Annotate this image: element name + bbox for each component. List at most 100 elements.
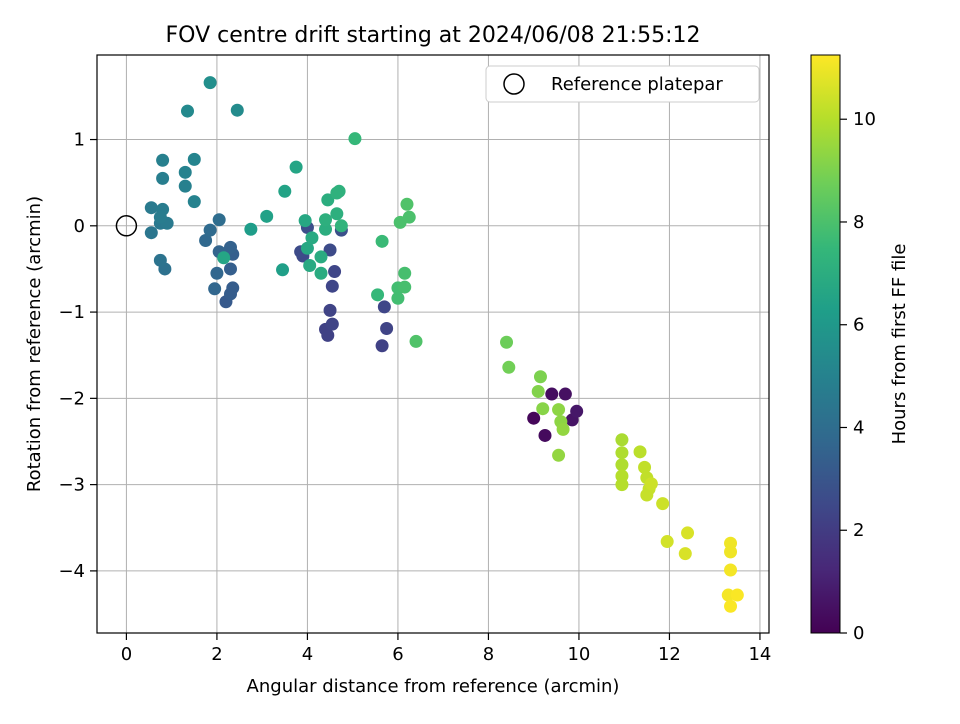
plot-frame — [96, 54, 770, 634]
y-tick-label: 0 — [74, 216, 85, 237]
x-tick-label: 2 — [211, 644, 222, 665]
data-point — [724, 545, 738, 559]
data-point — [558, 387, 572, 401]
data-point — [371, 288, 385, 302]
data-point — [538, 428, 552, 442]
data-point — [314, 250, 328, 264]
data-point — [289, 160, 303, 174]
colorbar-label: Hours from first FF file — [889, 244, 910, 445]
colorbar-tick-label: 8 — [853, 212, 864, 233]
data-point — [334, 219, 348, 233]
data-point — [409, 334, 423, 348]
data-point — [615, 446, 629, 460]
data-point — [681, 526, 695, 540]
chart-title: FOV centre drift starting at 2024/06/08 … — [166, 23, 701, 48]
x-axis-label: Angular distance from reference (arcmin) — [247, 676, 620, 697]
colorbar-ticks: 0 2 4 6 8 10 — [840, 109, 876, 644]
x-axis: 0 2 4 6 8 10 12 14 — [121, 633, 771, 665]
data-point — [305, 231, 319, 245]
data-point — [226, 281, 240, 295]
data-point — [615, 433, 629, 447]
y-tick-label: −1 — [58, 302, 85, 323]
data-point — [178, 165, 192, 179]
data-point — [323, 243, 337, 257]
data-point — [230, 103, 244, 117]
reference-platepar-marker — [115, 215, 138, 237]
data-point — [570, 404, 584, 418]
data-point — [377, 300, 391, 314]
data-point — [260, 209, 274, 223]
data-point — [375, 339, 389, 353]
data-point — [398, 266, 412, 280]
data-point — [656, 497, 670, 511]
data-point — [156, 171, 170, 185]
data-point — [348, 132, 362, 146]
data-point — [545, 387, 559, 401]
data-point — [724, 599, 738, 613]
y-axis-label: Rotation from reference (arcmin) — [24, 196, 45, 492]
data-point — [210, 266, 224, 280]
data-point — [375, 234, 389, 248]
data-points — [144, 76, 744, 613]
data-point — [500, 335, 514, 349]
data-point — [531, 384, 545, 398]
data-point — [552, 448, 566, 462]
legend-entry-label: Reference platepar — [551, 74, 723, 95]
data-point — [298, 214, 312, 228]
x-tick-label: 10 — [567, 644, 590, 665]
data-point — [203, 223, 217, 237]
data-point — [380, 321, 394, 335]
data-point — [400, 197, 414, 211]
data-point — [328, 265, 342, 279]
data-point — [640, 488, 654, 502]
data-point — [244, 222, 258, 236]
y-tick-label: −2 — [58, 388, 85, 409]
data-point — [156, 153, 170, 167]
data-point — [730, 588, 744, 602]
data-point — [330, 207, 344, 221]
data-point — [300, 241, 314, 255]
data-point — [678, 547, 692, 561]
data-point — [615, 458, 629, 472]
data-point — [502, 360, 516, 374]
data-point — [321, 193, 335, 207]
data-point — [144, 226, 158, 240]
data-point — [552, 403, 566, 417]
data-point — [556, 422, 570, 436]
colorbar-tick-label: 2 — [853, 520, 864, 541]
data-point — [187, 195, 201, 209]
data-point — [303, 258, 317, 272]
y-axis: −4 −3 −2 −1 0 1 — [58, 130, 97, 582]
data-point — [638, 460, 652, 474]
data-point — [203, 76, 217, 90]
data-point — [153, 253, 167, 267]
data-point — [223, 262, 237, 276]
data-point — [199, 233, 213, 247]
y-tick-label: −3 — [58, 475, 85, 496]
x-tick-label: 12 — [658, 644, 681, 665]
data-point — [187, 152, 201, 166]
data-point — [325, 317, 339, 331]
data-point — [398, 280, 412, 294]
colorbar — [810, 54, 841, 634]
x-tick-label: 8 — [483, 644, 494, 665]
x-tick-label: 4 — [302, 644, 313, 665]
colorbar-tick-label: 4 — [853, 417, 864, 438]
data-point — [724, 563, 738, 577]
x-tick-label: 6 — [392, 644, 403, 665]
colorbar-tick-label: 6 — [853, 315, 864, 336]
data-point — [319, 222, 333, 236]
data-point — [314, 266, 328, 280]
data-point — [615, 478, 629, 492]
data-point — [660, 535, 674, 549]
x-tick-label: 14 — [748, 644, 771, 665]
legend: Reference platepar — [485, 65, 760, 103]
reference-marker — [115, 215, 138, 237]
y-tick-label: −4 — [58, 561, 85, 582]
data-point — [533, 370, 547, 384]
data-point — [536, 402, 550, 416]
data-point — [633, 445, 647, 459]
data-point — [321, 328, 335, 342]
